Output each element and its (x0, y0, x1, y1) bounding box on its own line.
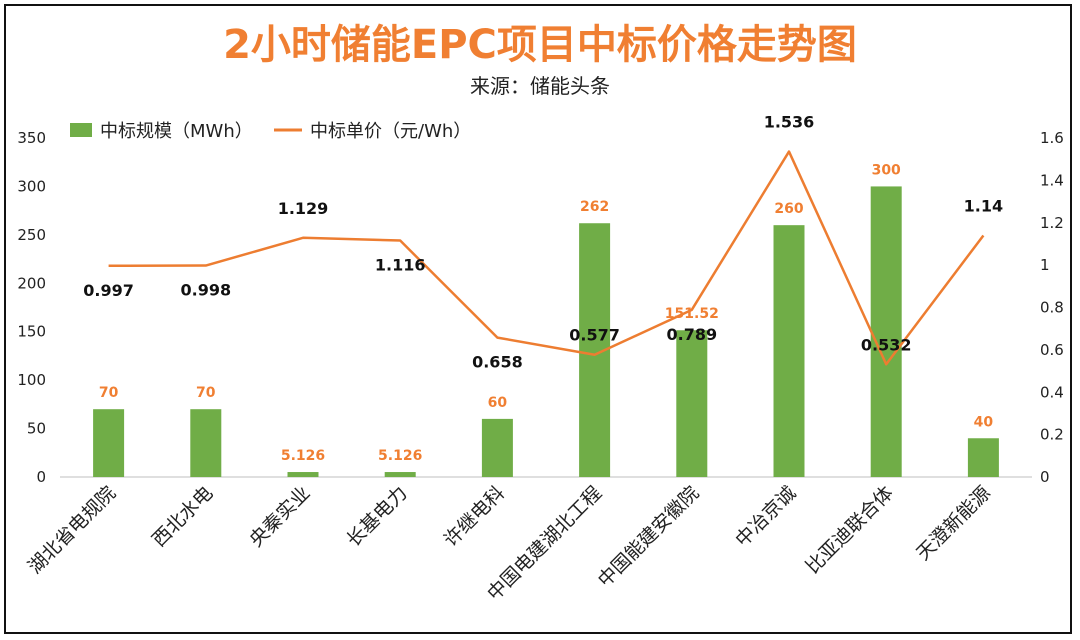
bar-data-label: 60 (488, 395, 508, 411)
legend-swatch-bar (70, 123, 92, 137)
category-label: 央秦实业 (245, 482, 314, 551)
category-label: 比亚迪联合体 (802, 482, 898, 578)
bar-series (93, 186, 999, 477)
line-data-label: 0.997 (83, 281, 134, 300)
left-axis-tick-label: 350 (17, 129, 46, 147)
category-label: 湖北省电规院 (24, 482, 120, 578)
bar (481, 418, 513, 477)
right-axis-tick-label: 1.4 (1040, 171, 1064, 189)
category-label: 西北水电 (148, 482, 217, 551)
line-data-label: 1.536 (764, 113, 815, 132)
line-series (108, 150, 985, 366)
left-axis-tick-label: 200 (17, 274, 46, 292)
bar (384, 472, 416, 477)
chart-subtitle: 来源：储能头条 (470, 74, 610, 98)
category-label: 许继电科 (440, 482, 509, 551)
left-axis-tick-label: 50 (27, 420, 46, 438)
bar-data-label: 5.126 (281, 448, 325, 464)
bar-data-label: 5.126 (378, 448, 422, 464)
right-axis: 0 0.2 0.4 0.6 0.8 1 1.2 1.4 1.6 (1040, 129, 1064, 486)
bar-data-label: 70 (99, 385, 119, 401)
right-axis-tick-label: 0.4 (1040, 383, 1064, 401)
bar-data-labels: 70 70 5.126 5.126 60 262 151.52 260 300 40 (99, 162, 994, 464)
left-axis-tick-label: 250 (17, 226, 46, 244)
line-data-label: 0.658 (472, 353, 523, 372)
bar (190, 409, 222, 477)
bar-data-label: 260 (774, 201, 803, 217)
right-axis-tick-label: 0.6 (1040, 341, 1064, 359)
left-axis-tick-label: 0 (36, 468, 46, 486)
right-axis-tick-label: 1 (1040, 256, 1050, 274)
right-axis-tick-label: 0.2 (1040, 426, 1064, 444)
category-label: 长基电力 (342, 482, 411, 551)
right-axis-tick-label: 0 (1040, 468, 1050, 486)
chart-title: 2小时储能EPC项目中标价格走势图 (223, 22, 857, 68)
bar-data-label: 40 (974, 414, 994, 430)
bar (287, 472, 319, 477)
category-label: 中冶京诚 (731, 482, 800, 551)
category-label: 天澄新能源 (912, 482, 995, 565)
right-axis-tick-label: 1.2 (1040, 214, 1064, 232)
line-data-label: 1.116 (375, 256, 426, 275)
left-axis-tick-label: 300 (17, 177, 46, 195)
bar-data-label: 262 (580, 199, 609, 215)
line-data-label: 0.789 (666, 325, 717, 344)
line-data-labels: 0.997 0.998 1.129 1.116 0.658 0.577 0.789 1.536… (83, 113, 1003, 372)
line-data-label: 0.998 (180, 281, 231, 300)
line-data-label: 0.532 (861, 335, 912, 354)
bar (93, 409, 125, 477)
legend-label-line: 中标单价（元/Wh） (310, 121, 471, 142)
left-axis: 0 50 100 150 200 250 300 350 (17, 129, 46, 486)
right-axis-tick-label: 0.8 (1040, 299, 1064, 317)
bar (870, 186, 902, 477)
bar-data-label: 70 (196, 385, 216, 401)
left-axis-tick-label: 150 (17, 323, 46, 341)
right-axis-tick-label: 1.6 (1040, 129, 1064, 147)
line-data-label: 1.14 (964, 196, 1003, 215)
line-data-label: 0.577 (569, 326, 620, 345)
bar (967, 438, 999, 477)
legend: 中标规模（MWh） 中标单价（元/Wh） (70, 121, 471, 142)
line-data-label: 1.129 (278, 199, 329, 218)
legend-label-bar: 中标规模（MWh） (100, 121, 253, 142)
bar (676, 330, 708, 477)
category-label: 中国能建安徽院 (594, 482, 704, 592)
bar-data-label: 300 (872, 162, 901, 178)
bar-data-label: 151.52 (665, 306, 719, 322)
price-line (108, 150, 985, 366)
left-axis-tick-label: 100 (17, 371, 46, 389)
bar (773, 225, 805, 477)
